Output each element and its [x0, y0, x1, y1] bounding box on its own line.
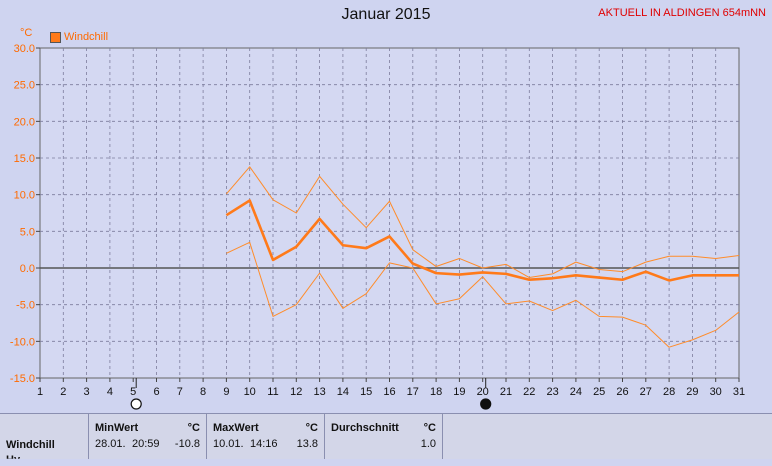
- y-tick-label: -5.0: [16, 300, 35, 312]
- y-tick-label: -10.0: [10, 336, 35, 348]
- x-tick-label: 28: [663, 386, 675, 398]
- x-tick-label: 31: [733, 386, 745, 398]
- y-tick-label: 5.0: [20, 226, 35, 238]
- x-tick-label: 2: [60, 386, 66, 398]
- x-tick-label: 20: [477, 386, 489, 398]
- max-date: 10.01.: [213, 438, 244, 450]
- avg-unit: °C: [424, 422, 436, 434]
- y-tick-label: 10.0: [14, 190, 35, 202]
- x-tick-label: 10: [244, 386, 256, 398]
- max-stat-cell: MaxWert °C 10.01. 14:16 13.8: [206, 414, 324, 459]
- x-tick-label: 3: [84, 386, 90, 398]
- max-header: MaxWert: [213, 422, 259, 434]
- moon-full-icon: [131, 399, 141, 409]
- y-tick-label: -15.0: [10, 373, 35, 385]
- x-tick-label: 11: [267, 386, 278, 398]
- avg-stat-cell: Durchschnitt °C 1.0: [324, 414, 443, 459]
- y-tick-label: 25.0: [14, 80, 35, 92]
- x-tick-label: 22: [523, 386, 535, 398]
- avg-header: Durchschnitt: [331, 422, 399, 434]
- max-value: 13.8: [297, 438, 318, 450]
- x-tick-label: 13: [313, 386, 325, 398]
- x-tick-label: 18: [430, 386, 442, 398]
- chart-svg: 30.0 25.0 20.0 15.0 10.0 5.0 0.0 -5.0 -10.0 -15.0…: [0, 0, 772, 410]
- x-tick-label: 6: [153, 386, 159, 398]
- min-value: -10.8: [175, 438, 200, 450]
- x-tick-label: 4: [107, 386, 113, 398]
- moon-new-icon: [481, 399, 491, 409]
- x-tick-label: 9: [223, 386, 229, 398]
- x-tick-label: 15: [360, 386, 372, 398]
- x-tick-label: 23: [546, 386, 558, 398]
- x-tick-label: 7: [177, 386, 183, 398]
- x-tick-label: 29: [686, 386, 698, 398]
- min-stat-cell: MinWert °C 28.01. 20:59 -10.8: [88, 414, 206, 459]
- x-tick-label: 21: [500, 386, 512, 398]
- x-tick-label: 8: [200, 386, 206, 398]
- x-tick-label: 24: [570, 386, 582, 398]
- x-tick-label: 26: [616, 386, 628, 398]
- x-tick-label: 16: [383, 386, 395, 398]
- y-tick-label: 0.0: [20, 263, 35, 275]
- min-unit: °C: [188, 422, 200, 434]
- x-tick-label: 5: [130, 386, 136, 398]
- stats-row-label-2: Hy...: [6, 454, 28, 466]
- y-tick-label: 30.0: [14, 43, 35, 55]
- x-tick-label: 19: [453, 386, 465, 398]
- x-tick-label: 27: [640, 386, 652, 398]
- min-date: 28.01.: [95, 438, 126, 450]
- x-tick-label: 17: [407, 386, 419, 398]
- stats-row-label: Windchill: [6, 439, 55, 451]
- x-tick-label: 25: [593, 386, 605, 398]
- avg-value: 1.0: [421, 438, 436, 450]
- x-tick-label: 14: [337, 386, 349, 398]
- x-tick-label: 30: [710, 386, 722, 398]
- max-time: 14:16: [250, 438, 278, 450]
- max-unit: °C: [306, 422, 318, 434]
- min-time: 20:59: [132, 438, 160, 450]
- x-tick-label: 1: [37, 386, 43, 398]
- stats-panel: Windchill Hy... MinWert °C 28.01. 20:59 …: [0, 413, 772, 459]
- min-header: MinWert: [95, 422, 138, 434]
- y-tick-label: 20.0: [14, 116, 35, 128]
- x-tick-label: 12: [290, 386, 302, 398]
- y-tick-label: 15.0: [14, 153, 35, 165]
